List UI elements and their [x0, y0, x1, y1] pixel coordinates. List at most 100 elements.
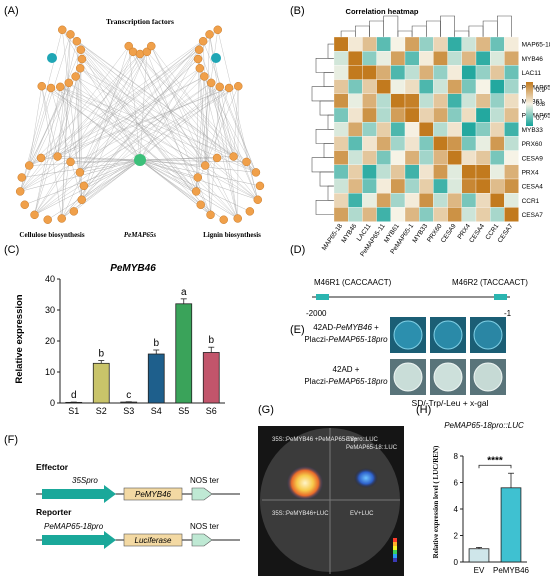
network-edge — [47, 159, 141, 220]
network-edge — [139, 159, 197, 192]
cellulose-label: Cellulose biosynthesis — [19, 231, 84, 239]
heatmap-cell — [461, 136, 477, 151]
x-tick-label: S5 — [178, 406, 189, 416]
heatmap-cell — [404, 79, 420, 94]
heatmap-cell — [419, 164, 434, 180]
heatmap-cell — [447, 65, 462, 80]
heatmap-cell — [504, 122, 519, 137]
heatmap-cell — [390, 107, 406, 123]
network-edge — [60, 86, 238, 219]
heatmap-cell — [362, 93, 377, 109]
network-node — [77, 54, 87, 64]
leaf-q4-label: EV+LUC — [350, 511, 374, 517]
heatmap-cells — [333, 36, 519, 222]
network-edge — [196, 49, 200, 192]
network-node — [147, 41, 156, 51]
network-node — [57, 214, 66, 223]
heatmap-cell — [504, 79, 519, 94]
x-tick-label: PeMYB46 — [493, 566, 530, 575]
panel-h-letter: (H) — [416, 404, 431, 416]
heatmap-cell — [475, 36, 491, 52]
network-edge — [139, 68, 200, 161]
heatmap-cell — [390, 136, 406, 151]
legend-tick-3: 0.7 — [536, 115, 545, 122]
network-edge — [219, 86, 257, 173]
luc-signal-strong — [287, 466, 323, 500]
network-edge — [205, 82, 212, 166]
heatmap-cell — [419, 36, 434, 52]
network-edge — [217, 29, 258, 200]
network-edge — [29, 159, 141, 166]
dendrogram-branch — [311, 86, 334, 102]
network-edge — [61, 34, 71, 219]
heatmap-cell — [404, 51, 420, 66]
heatmap-cell — [362, 207, 377, 222]
heatmap-cell — [504, 178, 519, 194]
m46r1-site — [316, 294, 329, 300]
heatmap-cell — [333, 150, 349, 165]
heatmap-cell — [390, 65, 406, 80]
heatmap-cell — [404, 164, 420, 180]
network-node — [233, 214, 242, 223]
network-node — [224, 83, 234, 93]
heatmap-cell — [490, 193, 505, 208]
heatmap-cell — [348, 136, 363, 151]
heatmap-cell — [461, 164, 477, 180]
lignin-label: Lignin biosynthesis — [203, 231, 261, 239]
heatmap-cell — [461, 122, 477, 137]
leaf-q2-label-a: EV+ — [346, 437, 358, 443]
heatmap-cell — [348, 65, 363, 80]
heatmap-cell — [348, 178, 363, 194]
heatmap-cell — [376, 122, 391, 137]
network-edge — [139, 159, 238, 219]
heatmap-cell — [447, 51, 462, 66]
network-node — [24, 161, 34, 170]
heatmap-cell — [504, 207, 519, 222]
network-node — [229, 152, 238, 161]
reporter-gene-box — [123, 533, 183, 547]
heatmap-cell — [333, 51, 349, 66]
network-edge — [20, 86, 220, 192]
bar — [147, 353, 165, 404]
network-node — [193, 54, 203, 64]
network-edge — [79, 51, 134, 173]
network-node — [15, 187, 25, 196]
network-edge — [139, 159, 260, 187]
heatmap-cell — [390, 51, 406, 66]
heatmap-row-label: PeMAP65-1 — [522, 113, 550, 120]
network-node — [195, 64, 205, 73]
e-row1-line2: Placzi-PeMAP65-18pro — [304, 335, 388, 344]
heatmap-cell — [404, 107, 420, 123]
heatmap-cell — [419, 150, 434, 165]
heatmap-col-label: CESA7 — [497, 222, 515, 244]
network-edge — [70, 34, 258, 200]
network-edge — [209, 34, 238, 219]
network-edge — [41, 86, 258, 200]
network-edge — [29, 29, 218, 166]
heatmap-cell — [348, 164, 363, 180]
heatmap-cell — [362, 107, 377, 123]
panel-d-letter: (D) — [290, 244, 305, 256]
heatmap-title: Correlation heatmap — [346, 7, 419, 16]
network-edge — [139, 159, 206, 166]
m46r2-label: M46R2 (TACCAACT) — [452, 278, 528, 287]
heatmap-cell — [475, 136, 491, 151]
dendrogram-branch — [327, 43, 334, 59]
heatmap-cell — [475, 107, 491, 123]
network-node — [30, 210, 39, 220]
network-edge — [57, 34, 71, 157]
heatmap-cell — [504, 107, 519, 123]
heatmap-cell — [475, 193, 491, 208]
heatmap-cell — [461, 51, 477, 66]
heatmap-row-label: CCR1 — [522, 198, 540, 205]
significance-stars: **** — [487, 455, 503, 466]
legend-tick-2: 0.8 — [536, 101, 545, 108]
heatmap-cell — [362, 51, 377, 66]
heatmap-cell — [504, 36, 519, 52]
network-edge — [50, 87, 82, 200]
heatmap-cell — [447, 207, 462, 222]
m46r2-site — [494, 294, 507, 300]
heatmap-cell — [333, 36, 349, 52]
panel-c-letter: (C) — [4, 244, 19, 256]
heatmap-col-label: CESA9 — [440, 222, 458, 244]
